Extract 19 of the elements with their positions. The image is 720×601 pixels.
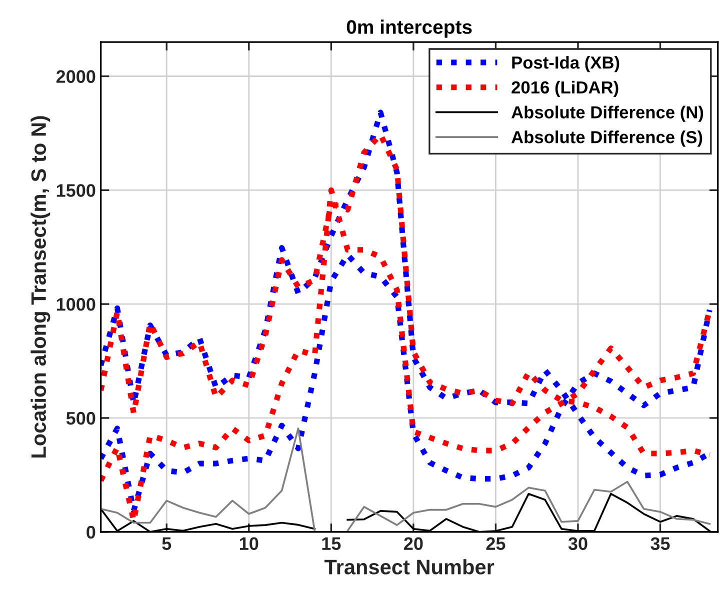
y-tick-label: 2000 [56,70,96,83]
chart-title: 0m intercepts [346,20,472,38]
legend-label: Post-Ida (XB) [512,56,620,72]
y-tick-label: 0 [86,526,96,539]
y-axis-title: Location along Transect(m, S to N) [30,116,50,458]
legend-label: Absolute Difference (N) [511,106,704,122]
y-tick-label: 1500 [56,184,96,197]
legend-label: Absolute Difference (S) [511,130,702,147]
x-tick-label: 25 [486,537,506,550]
legend-label: 2016 (LiDAR) [512,80,618,98]
x-tick-label: 15 [322,537,341,550]
x-tick-label: 30 [568,537,588,550]
x-tick-label: 35 [650,537,670,550]
y-tick-label: 500 [66,412,96,425]
x-axis-title: Transect Number [324,559,494,574]
y-tick-label: 1000 [56,298,96,311]
x-tick-label: 10 [240,537,258,550]
x-tick-label: 20 [404,537,423,550]
x-tick-label: 5 [162,537,172,550]
